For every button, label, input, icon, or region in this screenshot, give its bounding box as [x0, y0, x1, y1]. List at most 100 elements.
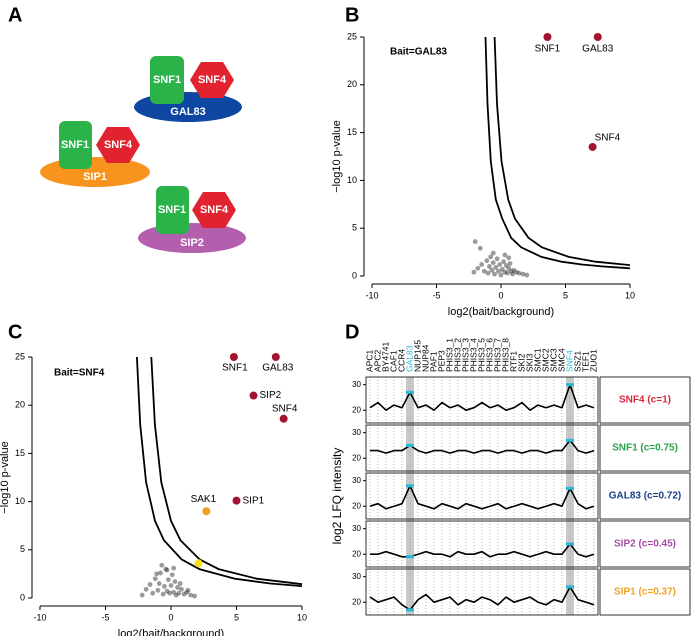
y-tick-label: 20: [352, 453, 361, 462]
complex-sip2: SNF1 SNF4 SIP2: [138, 186, 246, 253]
background-point: [156, 581, 162, 586]
y-tick-label: 0: [352, 270, 357, 280]
background-point: [514, 269, 519, 275]
background-point: [162, 584, 167, 589]
y-tick-label: 20: [352, 549, 361, 558]
category-label: PHIS3_4: [468, 338, 478, 372]
category-label: SMC2: [540, 348, 550, 372]
point-label: SNF1: [535, 44, 561, 55]
row-label-box: [599, 520, 691, 568]
threshold-curve: [136, 356, 303, 587]
row-frame: [365, 376, 599, 424]
x-tick-label: 0: [498, 290, 503, 300]
y-tick-label: 25: [347, 31, 357, 41]
background-point: [169, 572, 175, 578]
background-point: [172, 579, 178, 585]
subunit-label: SNF4: [198, 74, 227, 86]
y-axis-title: log2 LFQ intensity: [330, 448, 344, 545]
x-tick-label: 5: [563, 290, 568, 300]
background-point: [176, 590, 182, 596]
background-point: [173, 592, 179, 598]
point-label: SAK1: [191, 494, 217, 505]
protein-point: [232, 496, 241, 505]
highlight-band: [566, 377, 574, 615]
category-label: SMC3: [548, 348, 558, 372]
panel-label: B: [345, 4, 359, 26]
row-label: GAL83 (c=0.72): [609, 491, 682, 502]
protein-point: [271, 353, 280, 361]
category-label: NUP145: [412, 340, 422, 372]
scaffold-label: GAL83: [170, 106, 205, 118]
background-point: [494, 256, 500, 262]
background-point: [155, 587, 161, 593]
background-point: [168, 583, 174, 588]
x-tick-label: -10: [365, 290, 378, 300]
subunit-label: SNF1: [61, 139, 89, 151]
snf4-shape: [192, 192, 236, 228]
background-point: [486, 264, 492, 269]
background-point: [163, 566, 169, 572]
y-tick-label: 10: [15, 496, 25, 506]
profile-line: [369, 485, 595, 510]
background-point: [479, 262, 485, 267]
scaffold-label: SIP2: [180, 237, 204, 249]
snf4-shape: [96, 127, 140, 163]
profile-line: [369, 383, 595, 411]
background-point: [192, 593, 197, 599]
background-point: [492, 271, 497, 277]
row-frame: [365, 424, 599, 472]
y-tick-label: 20: [352, 501, 361, 510]
y-tick-label: 30: [352, 428, 361, 437]
background-point: [164, 567, 170, 573]
x-tick-label: -5: [432, 290, 440, 300]
category-label: SSZ1: [572, 350, 582, 372]
category-label: GAL83: [404, 345, 414, 372]
background-point: [506, 255, 512, 261]
background-point: [477, 245, 483, 251]
x-tick-label: -10: [33, 612, 46, 622]
background-point: [516, 270, 522, 276]
x-tick-label: 0: [168, 612, 173, 622]
background-point: [171, 589, 177, 595]
background-point: [490, 250, 496, 256]
background-point: [150, 590, 156, 596]
annotation: Bait=SNF4: [54, 368, 105, 379]
background-point: [179, 586, 184, 592]
snf1-shape: [156, 186, 189, 234]
background-point: [143, 586, 149, 592]
y-tick-label: 20: [352, 597, 361, 606]
category-label: PHIS3_1: [444, 338, 454, 372]
category-label: SNF4: [564, 350, 574, 372]
panel-label: D: [345, 321, 359, 343]
background-point: [159, 562, 165, 568]
background-point: [160, 591, 166, 597]
category-label: PHIS3_6: [484, 338, 494, 372]
background-point: [154, 571, 159, 577]
row-label-box: [599, 424, 691, 472]
protein-point: [194, 559, 203, 568]
y-tick-label: 15: [15, 448, 25, 458]
threshold-curve: [150, 356, 303, 586]
y-tick-label: 10: [347, 175, 357, 185]
y-tick-label: 5: [352, 223, 357, 233]
background-point: [147, 582, 153, 587]
background-point: [505, 270, 510, 276]
point-label: SIP2: [260, 390, 282, 401]
background-point: [520, 271, 526, 277]
background-point: [493, 264, 499, 270]
x-tick-label: 10: [297, 612, 307, 622]
x-tick-label: 5: [234, 612, 239, 622]
protein-point: [249, 391, 258, 400]
y-tick-label: 30: [352, 572, 361, 581]
row-label-box: [599, 472, 691, 520]
x-tick-label: 10: [625, 290, 635, 300]
background-point: [152, 576, 158, 582]
y-axis-title: −log10 p-value: [0, 441, 11, 513]
category-label: BY4741: [380, 341, 390, 372]
row-label: SIP1 (c=0.37): [614, 587, 676, 598]
y-tick-label: 25: [15, 351, 25, 361]
complex-sip1: SNF1 SNF4 SIP1: [40, 121, 150, 187]
category-label: TEF1: [580, 351, 590, 372]
scaffold-label: SIP1: [83, 171, 107, 183]
row-frame: [365, 472, 599, 520]
